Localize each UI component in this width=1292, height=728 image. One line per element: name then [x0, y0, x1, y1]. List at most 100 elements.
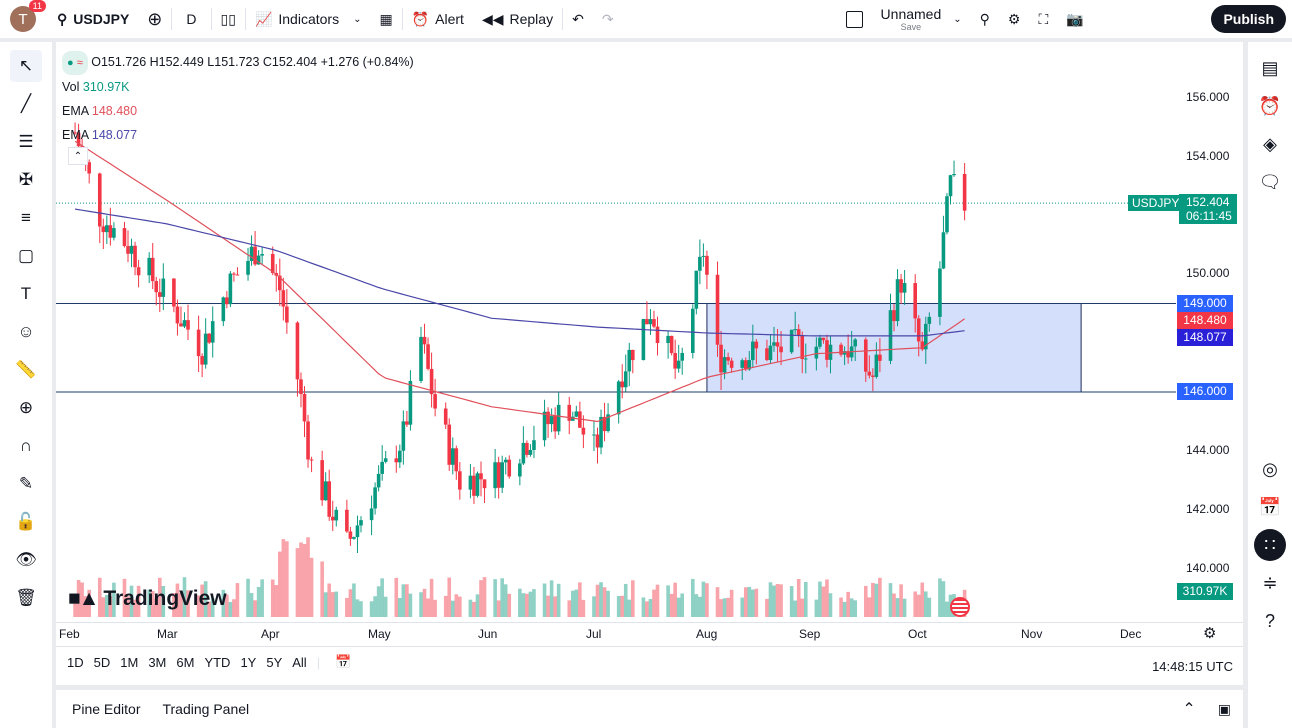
candle-body — [892, 310, 896, 322]
avatar[interactable]: T 11 — [10, 0, 46, 32]
range-6m[interactable]: 6M — [176, 654, 195, 670]
draw-mode-tool[interactable]: ✎ — [10, 468, 42, 500]
watchlist-button[interactable]: ▤ — [1254, 52, 1286, 84]
collapse-panel-icon[interactable]: ⌃ — [1182, 701, 1196, 718]
delete-tool[interactable]: 🗑 — [10, 582, 42, 614]
range-ytd[interactable]: YTD — [204, 654, 231, 670]
volume-bar — [652, 589, 656, 617]
volume-bar — [443, 595, 448, 617]
volume-bar — [246, 578, 250, 617]
volume-bar — [800, 598, 805, 617]
templates-button[interactable]: ▦ — [370, 0, 401, 38]
volume-bar — [620, 595, 625, 617]
volume-bar — [150, 591, 155, 617]
volume-bar — [179, 593, 183, 617]
range-1m[interactable]: 1M — [120, 654, 139, 670]
layers-button[interactable]: ◈ — [1254, 128, 1286, 160]
rewind-icon: ◀◀ — [481, 10, 504, 27]
volume-bar — [895, 598, 900, 617]
measure-tool[interactable]: 📏 — [10, 354, 42, 386]
time-tick: Sep — [799, 627, 821, 641]
range-1y[interactable]: 1Y — [240, 654, 257, 670]
quick-search-button[interactable]: ⚲ — [971, 0, 999, 38]
chart-pane[interactable]: ● ≈ O151.726 H152.449 L151.723 C152.404 … — [56, 42, 1243, 685]
range-all[interactable]: All — [292, 654, 307, 670]
divider — [244, 8, 246, 30]
ema-blue-line — [75, 208, 965, 337]
axis-settings-icon[interactable]: ⚙ — [1203, 625, 1217, 642]
symbol-search[interactable]: ⚲ USDJPY — [57, 10, 130, 28]
forecast-tool[interactable]: ≡ — [10, 202, 42, 234]
volume-bar — [825, 579, 829, 617]
help-button[interactable]: ? — [1254, 605, 1286, 637]
redo-button[interactable]: ↷ — [593, 0, 623, 38]
volume-bar — [225, 594, 229, 617]
magnet-tool[interactable]: ∩ — [10, 430, 42, 462]
collapse-legend-button[interactable]: ⌃ — [68, 147, 88, 165]
calendar-button[interactable]: 📅 — [1254, 491, 1286, 523]
replay-button[interactable]: ◀◀ Replay — [481, 10, 554, 28]
range-5y[interactable]: 5Y — [266, 654, 283, 670]
indicators-button[interactable]: 📈 Indicators ⌄ — [254, 10, 362, 28]
alert-button[interactable]: ⏰ Alert — [411, 10, 464, 28]
range-1d[interactable]: 1D — [67, 654, 84, 670]
clock[interactable]: 14:48:15 UTC — [1152, 659, 1233, 674]
candle-body — [493, 462, 497, 489]
settings-button[interactable]: ⚙ — [999, 0, 1030, 38]
candle-body — [355, 525, 360, 538]
candle-body — [952, 173, 956, 176]
volume-bar — [274, 585, 279, 617]
layout-button[interactable]: Unnamed Save ⌄ — [837, 0, 971, 38]
volume-bar — [507, 593, 512, 617]
cursor-tool[interactable]: ↖ — [10, 50, 42, 82]
range-5d[interactable]: 5D — [93, 654, 111, 670]
icons-tool[interactable]: ☺ — [10, 316, 42, 348]
text-tool[interactable]: T — [10, 278, 42, 310]
interval-button[interactable]: D — [186, 11, 197, 27]
candle-body — [405, 421, 409, 425]
price-chart[interactable] — [56, 42, 1243, 642]
apps-button[interactable]: ∷ — [1254, 529, 1286, 561]
range-3m[interactable]: 3M — [148, 654, 167, 670]
volume-bar — [570, 590, 575, 617]
tradingview-watermark: ■▲ TradingView — [68, 587, 227, 610]
undo-button[interactable]: ↶ — [563, 0, 593, 38]
snapshot-button[interactable]: 📷 — [1057, 0, 1092, 38]
trendline-tool[interactable]: ╱ — [10, 88, 42, 120]
alerts-button[interactable]: ⏰ — [1254, 90, 1286, 122]
tab-pine-editor[interactable]: Pine Editor — [72, 701, 141, 717]
price-tick: 142.000 — [1186, 502, 1230, 516]
volume-bar — [648, 599, 653, 617]
divider — [562, 8, 564, 30]
candle-body — [825, 340, 829, 360]
shapes-tool[interactable]: ▢ — [10, 240, 42, 272]
fullscreen-button[interactable]: ⛶ — [1029, 0, 1057, 38]
fib-tool[interactable]: ☰ — [10, 126, 42, 158]
chart-type-button[interactable]: ▯▯ — [212, 0, 245, 38]
date-range-button[interactable]: 📅 — [325, 654, 361, 670]
time-tick: Mar — [157, 627, 178, 641]
volume-bar — [334, 591, 339, 617]
hide-tool[interactable]: 👁 — [10, 544, 42, 576]
volume-bar — [175, 583, 180, 617]
maximize-panel-icon[interactable]: ▣ — [1217, 700, 1231, 717]
candle-body — [101, 226, 106, 233]
candle-body — [878, 354, 882, 361]
pattern-tool[interactable]: ✠ — [10, 164, 42, 196]
publish-button[interactable]: Publish — [1211, 5, 1286, 33]
ideas-button[interactable]: ◎ — [1254, 453, 1286, 485]
candle-body — [369, 508, 374, 521]
volume-bar — [433, 599, 437, 617]
candle-body — [705, 255, 709, 275]
volume-bar — [83, 596, 88, 617]
compare-button[interactable]: ⊕ — [138, 0, 171, 38]
chat-button[interactable]: 🗨 — [1254, 166, 1286, 198]
zoom-tool[interactable]: ⊕ — [10, 392, 42, 424]
tab-trading-panel[interactable]: Trading Panel — [162, 701, 250, 717]
volume-bar — [743, 587, 748, 617]
streams-button[interactable]: ≑ — [1254, 567, 1286, 599]
candle-body — [740, 360, 745, 368]
lock-tool[interactable]: 🔓 — [10, 506, 42, 538]
watchlist-icon: ▤ — [1261, 57, 1279, 78]
candle-body — [129, 245, 134, 254]
